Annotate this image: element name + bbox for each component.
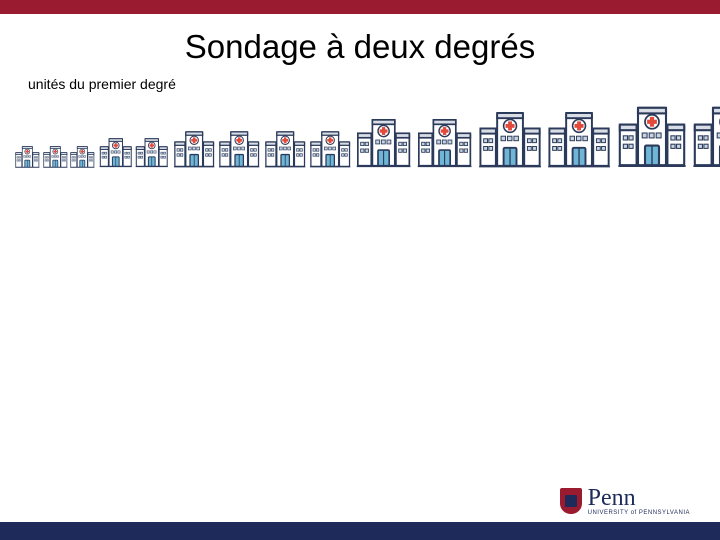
hospital-item <box>263 126 307 173</box>
top-accent-bar <box>0 0 720 14</box>
hospital-group <box>476 104 613 173</box>
hospital-icon <box>354 112 413 168</box>
hospital-icon <box>134 134 170 168</box>
hospital-group <box>615 98 720 173</box>
hospital-group <box>354 112 473 173</box>
hospital-icon <box>172 126 216 168</box>
hospital-icon <box>263 126 307 168</box>
hospital-icon <box>217 126 261 168</box>
slide-title: Sondage à deux degrés <box>0 28 720 66</box>
hospital-group <box>14 143 96 173</box>
hospital-icon <box>415 112 474 168</box>
hospital-item <box>545 104 613 173</box>
hospital-icon <box>690 98 720 168</box>
hospital-row <box>0 98 720 173</box>
hospital-item <box>615 98 689 173</box>
hospital-item <box>415 112 474 173</box>
hospital-icon <box>545 104 613 168</box>
bottom-accent-bar <box>0 522 720 540</box>
penn-logo-text: Penn <box>588 486 690 510</box>
hospital-icon <box>308 126 352 168</box>
hospital-item <box>308 126 352 173</box>
hospital-icon <box>69 143 96 168</box>
hospital-item <box>134 134 170 173</box>
hospital-item <box>354 112 413 173</box>
hospital-icon <box>615 98 689 168</box>
hospital-icon <box>14 143 41 168</box>
hospital-item <box>476 104 544 173</box>
hospital-item <box>217 126 261 173</box>
penn-logo-subtitle: UNIVERSITY of PENNSYLVANIA <box>588 510 690 516</box>
hospital-item <box>98 134 134 173</box>
hospital-group <box>98 134 170 173</box>
hospital-icon <box>476 104 544 168</box>
penn-logo: Penn UNIVERSITY of PENNSYLVANIA <box>560 486 690 516</box>
slide-subtitle: unités du premier degré <box>28 76 720 92</box>
hospital-item <box>14 143 41 173</box>
hospital-icon <box>98 134 134 168</box>
hospital-item <box>42 143 69 173</box>
hospital-item <box>69 143 96 173</box>
hospital-icon <box>42 143 69 168</box>
hospital-item <box>690 98 720 173</box>
penn-shield-icon <box>560 488 582 514</box>
hospital-item <box>172 126 216 173</box>
hospital-group <box>172 126 353 173</box>
